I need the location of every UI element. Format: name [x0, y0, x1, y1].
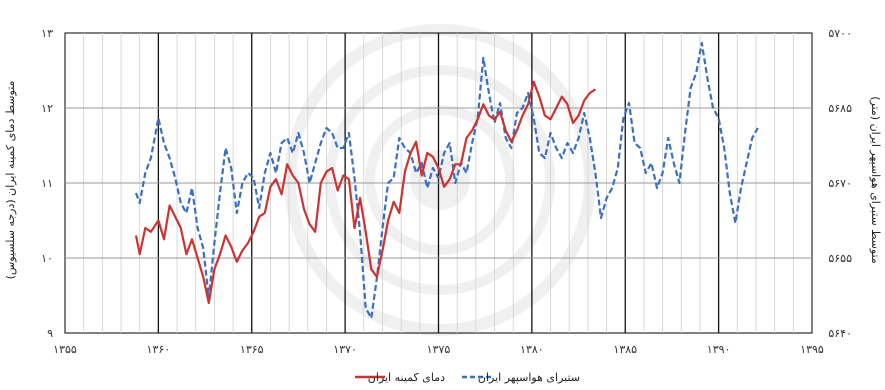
legend: دمای کمینه ایران ستبرای هواسپهر ایران	[355, 371, 580, 384]
y-left-tick-label: ۱۱	[41, 177, 53, 190]
x-tick-label: ۱۳۹۰	[707, 343, 731, 356]
y-right-tick-label: ۵۷۰۰	[828, 27, 852, 40]
series-line-min-temperature	[134, 80, 597, 305]
x-tick-label: ۱۳۸۰	[520, 343, 544, 356]
y-left-tick-label: ۱۲	[41, 102, 53, 115]
y-right-tick-label: ۵۶۵۵	[828, 252, 852, 265]
series-line-atmosphere-thickness	[134, 41, 759, 320]
x-tick-label: ۱۳۵۵	[53, 343, 77, 356]
y-right-tick-label: ۵۶۷۰	[828, 177, 852, 190]
y-axis-left-label: متوسط دمای کمینه ایران (درجه سلسیوس)	[4, 80, 17, 279]
legend-label-thickness: ستبرای هواسپهر ایران	[478, 371, 580, 384]
axes: ۱۳۵۵ ۱۳۶۰ ۱۳۶۵ ۱۳۷۰ ۱۳۷۵ ۱۳۸۰ ۱۳۸۵ ۱۳۹۰ ۱۳۹۵ ۹ ۱۰ ۱…	[41, 27, 852, 356]
x-tick-label: ۱۳۸۵	[613, 343, 637, 356]
y-left-tick-label: ۹	[47, 327, 53, 340]
series-lines	[134, 41, 759, 320]
y-axis-right-label: متوسط ستبرای هواسپهر ایران (متر)	[869, 96, 882, 264]
y-right-tick-label: ۵۶۴۰	[828, 327, 852, 340]
x-tick-label: ۱۳۹۵	[800, 343, 824, 356]
y-left-tick-label: ۱۳	[41, 27, 53, 40]
x-tick-label: ۱۳۷۰	[333, 343, 357, 356]
x-tick-label: ۱۳۶۰	[147, 343, 171, 356]
x-tick-label: ۱۳۷۵	[427, 343, 451, 356]
legend-label-temperature: دمای کمینه ایران	[368, 371, 445, 384]
x-tick-label: ۱۳۶۵	[240, 343, 264, 356]
y-right-tick-label: ۵۶۸۵	[828, 102, 852, 115]
y-left-tick-label: ۱۰	[41, 252, 53, 265]
